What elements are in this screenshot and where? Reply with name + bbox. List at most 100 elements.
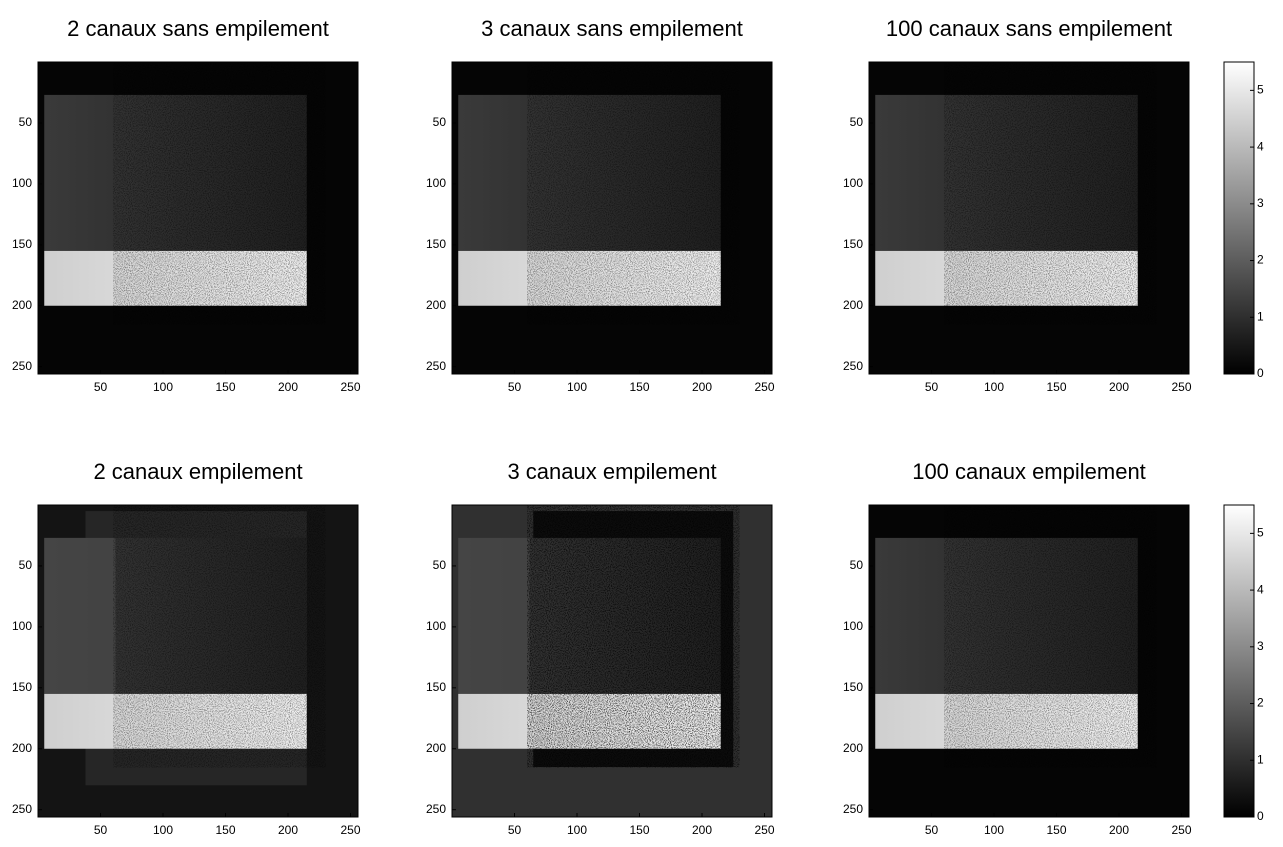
panel-title: 2 canaux sans empilement: [67, 16, 329, 41]
y-tick-label: 100: [12, 619, 32, 633]
y-tick-label: 200: [426, 741, 446, 755]
axes-frame: [37, 61, 359, 375]
axes-frame: [868, 61, 1190, 375]
image: [868, 504, 1190, 818]
x-tick-label: 150: [215, 380, 235, 394]
x-tick-label: 250: [1171, 380, 1191, 394]
y-tick-label: 150: [426, 680, 446, 694]
x-tick-label: 250: [1171, 823, 1191, 837]
colorbar-tick-label: 2: [1257, 253, 1264, 267]
panel-title: 2 canaux empilement: [93, 459, 302, 484]
axes-frame: [37, 504, 359, 818]
x-tick-label: 50: [925, 823, 939, 837]
axes-frame: [451, 61, 773, 375]
y-tick-label: 100: [843, 619, 863, 633]
colorbar-tick-label: 5: [1257, 526, 1264, 540]
y-tick-label: 200: [12, 741, 32, 755]
y-tick-label: 150: [426, 237, 446, 251]
image-noise: [944, 505, 1157, 768]
image-region: [44, 537, 116, 694]
x-tick-label: 150: [215, 823, 235, 837]
image: [451, 504, 773, 818]
y-tick-label: 200: [843, 298, 863, 312]
y-tick-label: 100: [426, 619, 446, 633]
y-tick-label: 200: [426, 298, 446, 312]
x-tick-label: 250: [754, 823, 774, 837]
y-tick-label: 200: [12, 298, 32, 312]
image: [37, 61, 359, 375]
y-tick-label: 250: [426, 802, 446, 816]
x-tick-label: 200: [278, 380, 298, 394]
y-tick-label: 50: [850, 558, 864, 572]
axes-frame: [451, 504, 773, 818]
y-tick-label: 50: [433, 115, 447, 129]
x-tick-label: 50: [508, 380, 522, 394]
x-tick-label: 250: [754, 380, 774, 394]
x-tick-label: 250: [340, 823, 360, 837]
x-tick-label: 100: [984, 380, 1004, 394]
x-tick-label: 200: [692, 380, 712, 394]
colorbar-tick-label: 2: [1257, 696, 1264, 710]
panel-title: 3 canaux empilement: [507, 459, 716, 484]
colorbar-tick-label: 1: [1257, 309, 1264, 323]
y-tick-label: 50: [850, 115, 864, 129]
colorbar: [1223, 61, 1255, 375]
y-tick-label: 100: [12, 176, 32, 190]
x-tick-label: 150: [1046, 823, 1066, 837]
colorbar-tick-label: 3: [1257, 196, 1264, 210]
y-tick-label: 100: [426, 176, 446, 190]
x-tick-label: 200: [1109, 823, 1129, 837]
axes-frame: [868, 504, 1190, 818]
colorbar: [1223, 504, 1255, 818]
image-noise: [527, 62, 740, 325]
colorbar-tick-label: 5: [1257, 83, 1264, 97]
image: [868, 61, 1190, 375]
y-tick-label: 50: [19, 558, 33, 572]
y-tick-label: 250: [12, 802, 32, 816]
x-tick-label: 200: [278, 823, 298, 837]
x-tick-label: 150: [629, 823, 649, 837]
y-tick-label: 50: [433, 558, 447, 572]
colorbar-tick-label: 0: [1257, 366, 1264, 380]
x-tick-label: 100: [153, 380, 173, 394]
x-tick-label: 100: [984, 823, 1004, 837]
x-tick-label: 100: [567, 380, 587, 394]
colorbar-tick-label: 4: [1257, 139, 1264, 153]
y-tick-label: 250: [843, 359, 863, 373]
panel-title: 3 canaux sans empilement: [481, 16, 743, 41]
image-region: [458, 537, 530, 694]
image-noise: [527, 505, 740, 768]
panel-title: 100 canaux empilement: [912, 459, 1146, 484]
y-tick-label: 150: [12, 237, 32, 251]
image: [451, 61, 773, 375]
y-tick-label: 200: [843, 741, 863, 755]
y-tick-label: 250: [843, 802, 863, 816]
colorbar-tick-label: 1: [1257, 752, 1264, 766]
x-tick-label: 50: [508, 823, 522, 837]
y-tick-label: 100: [843, 176, 863, 190]
image-noise: [944, 62, 1157, 325]
x-tick-label: 200: [692, 823, 712, 837]
y-tick-label: 250: [426, 359, 446, 373]
image: [37, 504, 359, 818]
y-tick-label: 150: [12, 680, 32, 694]
x-tick-label: 100: [567, 823, 587, 837]
colorbar-tick-label: 3: [1257, 639, 1264, 653]
y-tick-label: 150: [843, 237, 863, 251]
y-tick-label: 50: [19, 115, 33, 129]
x-tick-label: 50: [94, 380, 108, 394]
x-tick-label: 250: [340, 380, 360, 394]
colorbar-tick-label: 0: [1257, 809, 1264, 823]
x-tick-label: 50: [94, 823, 108, 837]
y-tick-label: 250: [12, 359, 32, 373]
x-tick-label: 150: [1046, 380, 1066, 394]
colorbar-tick-label: 4: [1257, 582, 1264, 596]
x-tick-label: 100: [153, 823, 173, 837]
image-noise: [113, 505, 326, 768]
y-tick-label: 150: [843, 680, 863, 694]
x-tick-label: 150: [629, 380, 649, 394]
image-noise: [113, 62, 326, 325]
x-tick-label: 50: [925, 380, 939, 394]
x-tick-label: 200: [1109, 380, 1129, 394]
